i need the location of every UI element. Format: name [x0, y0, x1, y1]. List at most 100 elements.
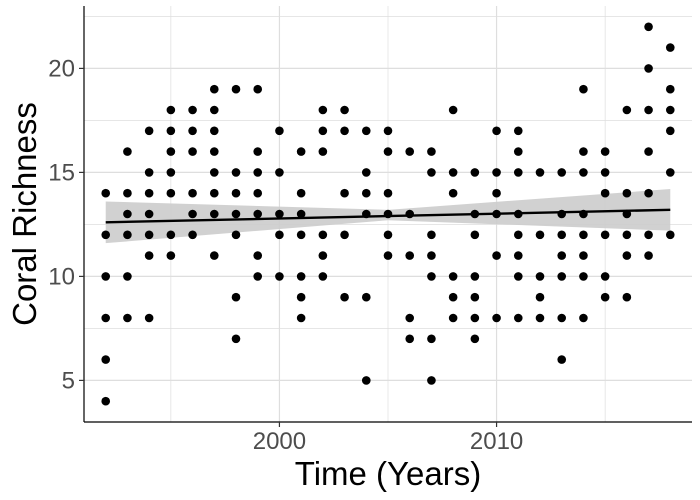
data-point: [513, 126, 523, 136]
data-point: [318, 272, 328, 281]
data-point: [101, 230, 111, 240]
data-point: [644, 147, 653, 156]
data-point: [579, 313, 588, 323]
y-tick-label: 20: [48, 55, 75, 82]
data-point: [144, 230, 154, 240]
data-point: [209, 147, 219, 156]
data-point: [231, 188, 241, 198]
data-point: [253, 188, 263, 198]
data-point: [123, 209, 132, 219]
data-point: [383, 188, 393, 198]
data-point: [209, 105, 219, 115]
data-point: [296, 313, 306, 323]
data-point: [600, 230, 610, 240]
data-point: [470, 272, 480, 281]
data-point: [275, 209, 284, 219]
data-point: [427, 334, 436, 344]
data-point: [470, 334, 480, 344]
data-point: [209, 251, 219, 260]
data-point: [209, 168, 219, 177]
data-point: [427, 230, 436, 240]
data-point: [361, 292, 371, 302]
data-point: [579, 251, 588, 260]
data-point: [296, 230, 306, 240]
y-axis-title: Coral Richness: [6, 102, 43, 326]
data-point: [296, 292, 306, 302]
data-point: [101, 313, 111, 323]
data-point: [405, 251, 415, 260]
data-point: [665, 84, 675, 94]
data-point: [427, 376, 436, 385]
data-point: [665, 105, 675, 115]
data-point: [427, 272, 436, 281]
data-point: [340, 230, 349, 240]
axes: [79, 6, 692, 427]
data-point: [427, 251, 436, 260]
data-point: [123, 230, 132, 240]
data-point: [188, 209, 197, 219]
data-point: [492, 168, 501, 177]
data-point: [318, 230, 328, 240]
data-point: [513, 251, 523, 260]
data-point: [275, 230, 284, 240]
data-point: [361, 168, 371, 177]
data-point: [665, 230, 675, 240]
data-point: [622, 188, 632, 198]
data-point: [644, 230, 653, 240]
data-point: [253, 272, 263, 281]
data-point: [318, 251, 328, 260]
data-point: [209, 188, 219, 198]
data-point: [405, 147, 415, 156]
data-point: [557, 313, 567, 323]
trend-line: [105, 208, 671, 224]
data-point: [123, 188, 132, 198]
data-point: [253, 209, 263, 219]
data-point: [296, 272, 306, 281]
data-point: [513, 313, 523, 323]
data-point: [144, 251, 154, 260]
data-point: [361, 126, 371, 136]
data-points: [101, 22, 675, 406]
data-point: [492, 251, 501, 260]
data-point: [448, 313, 458, 323]
data-point: [123, 272, 132, 281]
data-point: [166, 126, 176, 136]
data-point: [166, 188, 176, 198]
data-point: [600, 168, 610, 177]
data-point: [188, 188, 197, 198]
data-point: [275, 168, 284, 177]
data-point: [166, 251, 176, 260]
data-point: [492, 313, 501, 323]
data-point: [535, 230, 545, 240]
data-point: [253, 168, 263, 177]
data-point: [448, 105, 458, 115]
x-axis-title: Time (Years): [295, 455, 481, 492]
data-point: [101, 188, 111, 198]
data-point: [405, 209, 415, 219]
data-point: [188, 126, 197, 136]
data-point: [579, 230, 588, 240]
data-point: [557, 168, 567, 177]
data-point: [492, 126, 501, 136]
data-point: [144, 168, 154, 177]
data-point: [513, 230, 523, 240]
data-point: [188, 230, 197, 240]
y-tick-label: 15: [48, 159, 75, 186]
data-point: [448, 272, 458, 281]
data-point: [340, 188, 349, 198]
data-point: [579, 84, 588, 94]
tick-labels: 2000 2010 5 10 15 20: [48, 55, 523, 455]
data-point: [492, 188, 501, 198]
data-point: [318, 126, 328, 136]
data-point: [557, 272, 567, 281]
data-point: [383, 230, 393, 240]
data-point: [144, 209, 154, 219]
data-point: [188, 147, 197, 156]
data-point: [209, 84, 219, 94]
data-point: [557, 355, 567, 364]
data-point: [231, 84, 241, 94]
data-point: [123, 147, 132, 156]
data-point: [361, 376, 371, 385]
data-point: [275, 126, 284, 136]
